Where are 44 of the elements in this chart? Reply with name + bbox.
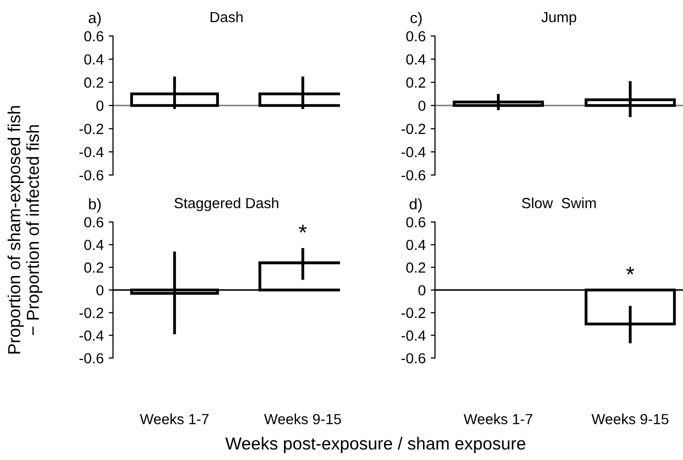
y-tick-label: -0.2 [401,124,426,134]
y-tick-label: -0.2 [79,124,104,134]
chart-title: Dash [210,12,243,22]
y-tick-label: -0.6 [79,170,104,180]
y-tick-label: -0.4 [79,330,104,341]
y-tick-label: 0 [418,285,426,296]
y-tick-label: 0 [96,100,104,111]
text: d) [410,198,422,212]
y-tick-label: 0.4 [406,54,426,65]
y-tick-label: 0 [96,285,104,296]
y-tick-label: 0.6 [406,217,426,228]
y-tick-label: -0.6 [79,353,104,364]
y-tick-label: -0.4 [401,146,426,158]
y-tick-label: -0.4 [79,146,104,158]
y-tick-label: 0.2 [84,262,104,273]
x-tick-label: Weeks 9-15 [592,414,668,424]
y-tick-label: 0 [418,100,426,111]
y-tick-label: 0.4 [406,240,426,250]
y-tick-label: 0.4 [84,240,104,250]
chart-title: Staggered Dash [174,198,278,212]
y-tick-label: -0.6 [401,170,426,180]
x-tick-label: Weeks 1-7 [464,414,532,424]
text: b) [89,198,101,212]
y-tick-label: -0.2 [401,308,426,318]
text: a) [88,12,101,26]
y-tick-label: 0.2 [406,262,426,273]
text: c) [410,12,422,26]
annotation: * [626,266,634,275]
x-axis-title: Weeks post-exposure / sham exposure [225,436,526,454]
y-tick-label: 0.6 [84,217,104,228]
y-tick-label: 0.6 [406,31,426,42]
x-tick-label: Weeks 9-15 [264,414,341,424]
annotation: * [298,224,307,233]
y-tick-label: 0.2 [406,77,426,88]
chart-title: Jump [541,12,576,26]
y-axis-title: Proportion of sham-exposed fish − Proportion of infected fish [8,106,42,354]
chart-title: Slow Swim [522,198,596,208]
y-tick-label: 0.4 [84,54,104,65]
x-tick-label: Weeks 1-7 [140,414,209,424]
y-tick-label: -0.4 [401,330,426,341]
y-tick-label: 0.2 [84,77,104,88]
y-tick-label: -0.2 [79,308,104,318]
y-tick-label: -0.6 [401,353,426,364]
y-tick-label: 0.6 [84,31,104,42]
